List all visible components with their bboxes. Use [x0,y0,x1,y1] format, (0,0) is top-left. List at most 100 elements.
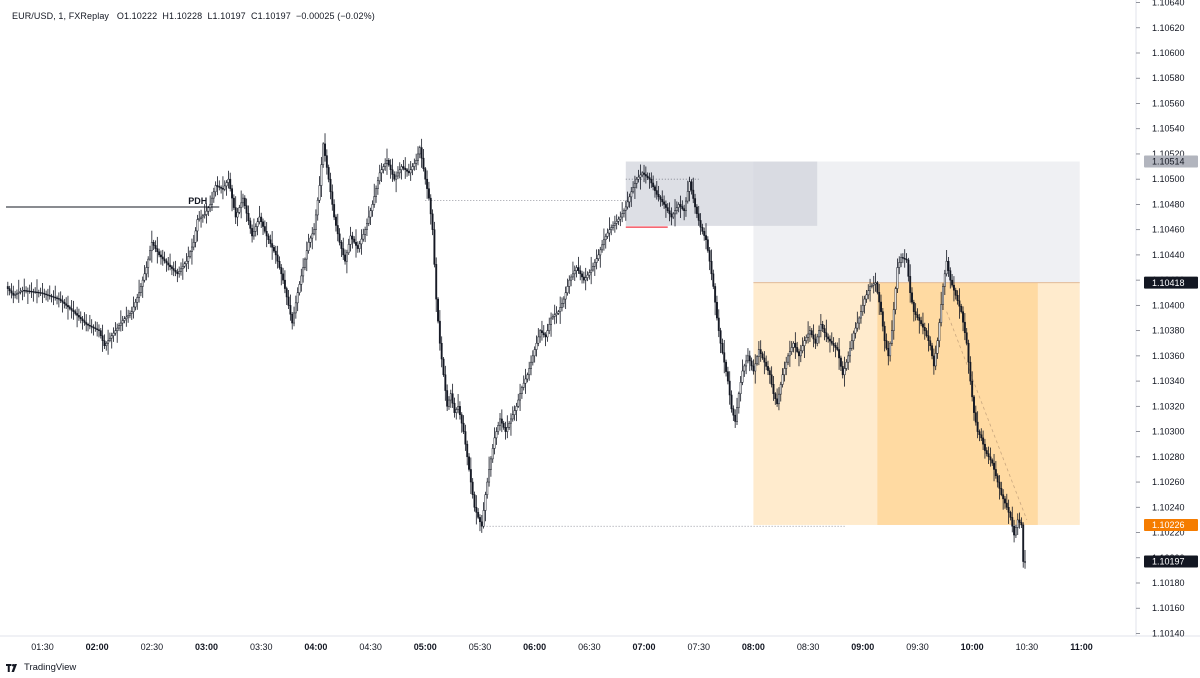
candle-body [613,223,616,226]
candle-body [927,335,930,341]
candle-body [960,305,963,312]
candle-body [406,169,408,172]
candle-body [1011,517,1014,527]
candle-body [847,355,850,363]
y-tick-label: 1.10640 [1152,0,1185,8]
candle-body [318,185,321,201]
candle-body [657,194,660,198]
candle-body [187,256,190,262]
candle-body [570,276,573,281]
candle-body [548,324,551,331]
candle-body [227,178,230,183]
candle-body [555,313,558,316]
candle-body [849,348,851,357]
candle-body [458,406,461,415]
candle-body [962,311,964,323]
candle-body [661,199,664,203]
candle-body [138,292,141,298]
candle-body [909,276,912,294]
candle-body [420,147,423,159]
candle-body [592,266,594,271]
candle-body [218,186,221,188]
candle-body [821,324,824,329]
candle-body [449,393,452,401]
candle-body [269,239,272,244]
candle-body [273,247,275,252]
candle-body [289,305,292,315]
candle-body [825,332,828,338]
candle-body [734,414,737,422]
candle-body [701,226,704,232]
candle-body [90,325,93,328]
candle-body [398,169,401,174]
candle-body [180,268,182,272]
candle-body [697,213,700,221]
candle-body [971,380,974,398]
candle-body [637,176,640,180]
price-label-bg [1144,155,1198,168]
candle-body [942,286,944,305]
candle-body [681,206,684,209]
candle-body [810,330,813,336]
candle-body [601,244,604,251]
candle-body [88,324,91,327]
candle-body [489,458,492,470]
candle-body [119,322,122,326]
candle-body [63,301,66,305]
candle-body [860,311,862,319]
candle-body [107,340,110,344]
tradingview-branding[interactable]: TradingView [6,662,76,673]
candle-body [845,361,848,369]
candle-body [531,355,534,363]
candle-body [17,292,20,294]
y-tick-label: 1.10500 [1152,174,1185,184]
candle-body [54,296,57,299]
candle-body [586,274,589,278]
candle-body [1009,512,1012,518]
candle-body [8,288,11,292]
candle-body [788,351,791,357]
candle-body [850,340,853,349]
candle-body [540,330,543,333]
candle-body [663,201,666,205]
candle-body [571,273,574,278]
candle-body [440,342,443,360]
candle-body [194,230,197,243]
candle-body [785,361,788,369]
candle-body [801,345,804,352]
candle-body [99,330,102,336]
candle-body [980,434,983,439]
candle-body [956,295,959,302]
candle-body [127,314,130,318]
candle-body [938,322,941,341]
candle-body [389,164,392,170]
candle-body [949,270,952,281]
candle-body [305,250,308,260]
candle-body [271,243,274,248]
price-label-text: 1.10226 [1152,520,1185,530]
candle-body [278,260,281,268]
candle-body [557,311,560,314]
candle-body [533,349,536,357]
x-tick-label: 01:30 [31,642,54,652]
candle-body [830,340,833,344]
candle-body [34,291,37,293]
candle-body [462,422,465,432]
candle-body [149,250,151,260]
candle-body [141,279,144,287]
candle-body [81,318,84,321]
candle-body [812,334,815,340]
candle-body [695,206,698,214]
candle-body [781,374,784,385]
trend-dashed-line [946,311,1028,521]
candle-body [712,273,715,287]
candle-body [165,260,168,264]
candle-body [659,196,662,200]
candle-body [520,387,523,394]
candle-body [263,226,266,232]
candle-body [411,166,414,170]
legend-close: C1.10197 [250,11,291,21]
candle-body [805,337,808,341]
x-tick-label: 07:30 [687,642,710,652]
